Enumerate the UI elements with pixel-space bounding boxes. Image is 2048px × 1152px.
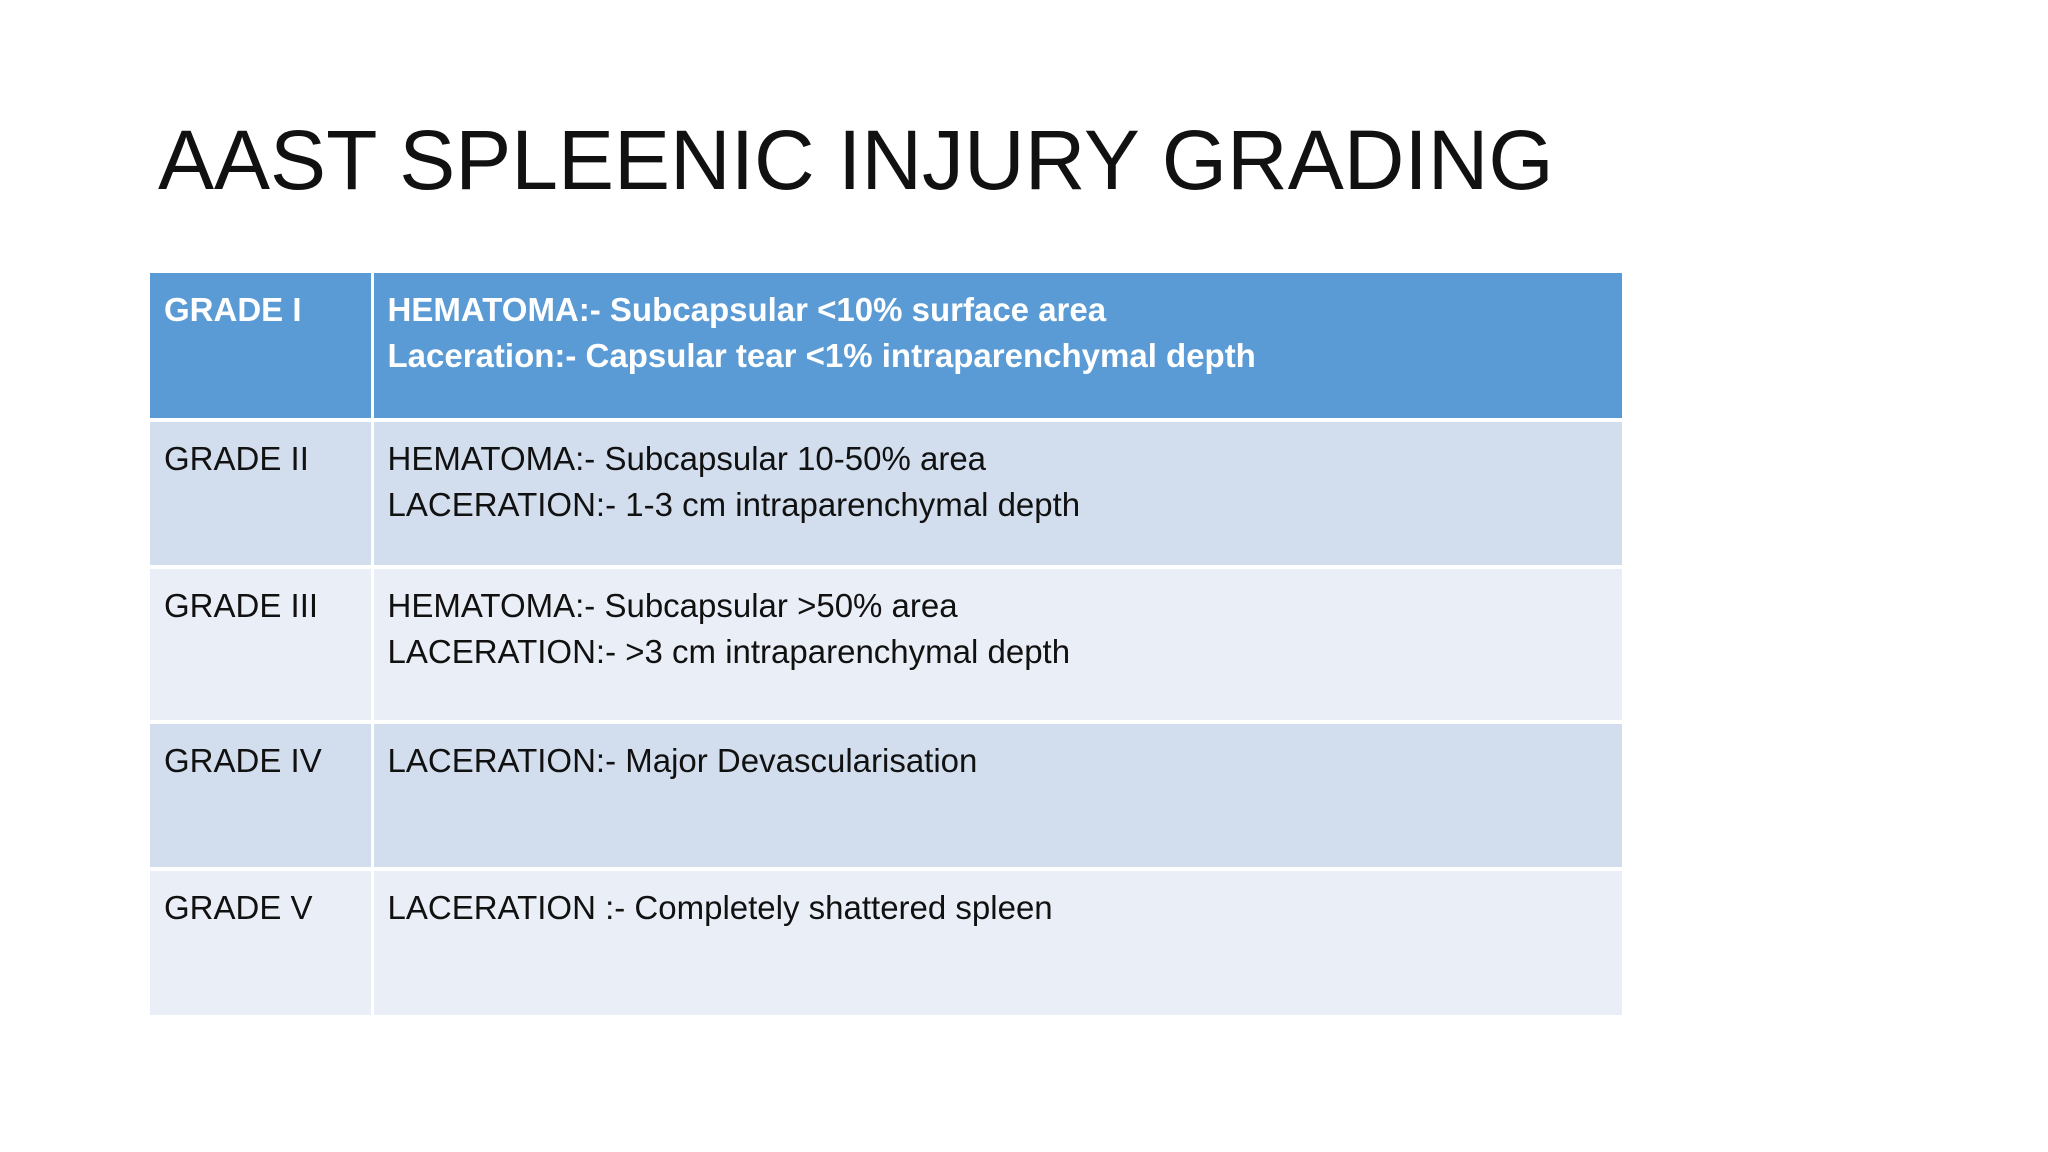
description-line: HEMATOMA:- Subcapsular 10-50% area [387,440,987,477]
grade-cell: GRADE IV [150,722,374,871]
table-row-grade-3: GRADE III HEMATOMA:- Subcapsular >50% ar… [150,567,1622,724]
grade-cell: GRADE III [150,567,374,724]
grade-cell: GRADE II [150,420,374,569]
description-line: Laceration:- Capsular tear <1% intrapare… [387,337,1256,374]
description-line: LACERATION:- >3 cm intraparenchymal dept… [387,633,1071,670]
description-line: LACERATION :- Completely shattered splee… [387,889,1053,926]
description-line: LACERATION:- 1-3 cm intraparenchymal dep… [387,486,1081,523]
table-row-grade-2: GRADE II HEMATOMA:- Subcapsular 10-50% a… [150,420,1622,569]
description-cell: HEMATOMA:- Subcapsular <10% surface area… [372,273,1622,422]
table-row-grade-4: GRADE IV LACERATION:- Major Devascularis… [150,722,1622,871]
description-cell: LACERATION :- Completely shattered splee… [372,869,1622,1015]
grading-table: GRADE I HEMATOMA:- Subcapsular <10% surf… [150,273,1622,1015]
table-row-grade-5: GRADE V LACERATION :- Completely shatter… [150,869,1622,1015]
description-cell: LACERATION:- Major Devascularisation [372,722,1622,871]
grade-cell: GRADE I [150,273,374,422]
description-cell: HEMATOMA:- Subcapsular >50% area LACERAT… [372,567,1622,724]
description-line: LACERATION:- Major Devascularisation [387,742,978,779]
table-row-grade-1: GRADE I HEMATOMA:- Subcapsular <10% surf… [150,273,1622,422]
description-line: HEMATOMA:- Subcapsular >50% area [387,587,958,624]
description-cell: HEMATOMA:- Subcapsular 10-50% area LACER… [372,420,1622,569]
slide-title: AAST SPLEENIC INJURY GRADING [158,113,1554,207]
grade-cell: GRADE V [150,869,374,1015]
description-line: HEMATOMA:- Subcapsular <10% surface area [387,291,1107,328]
